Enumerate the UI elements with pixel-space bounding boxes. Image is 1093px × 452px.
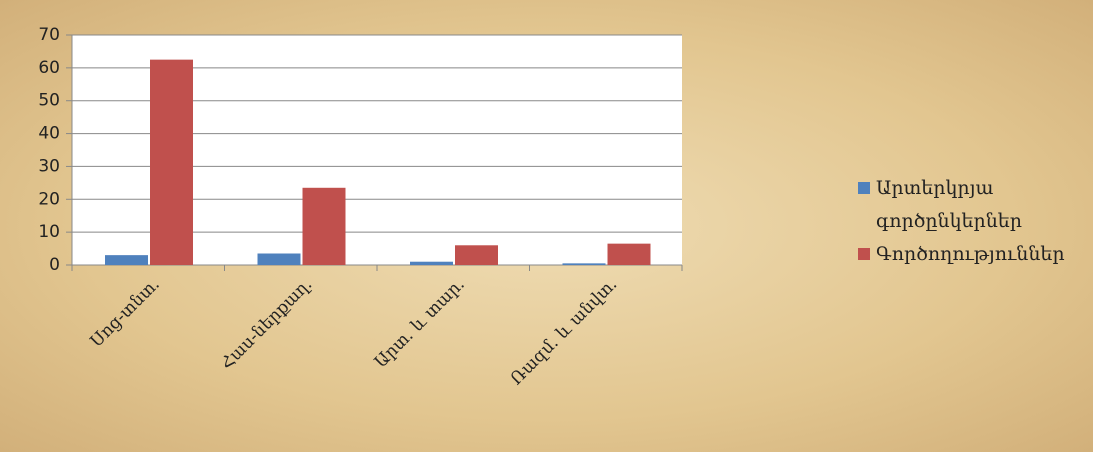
x-tick-label: Հաս-ներքաղ. <box>217 274 316 373</box>
legend-label: Արտերկրյա գործընկերներ <box>876 177 1022 232</box>
y-tick-label: 50 <box>38 91 60 111</box>
legend-item: Արտերկրյա գործընկերներ <box>858 172 1078 238</box>
bar <box>410 261 453 265</box>
x-tick-label: Սոց-տնտ. <box>87 274 164 351</box>
y-tick-label: 10 <box>38 222 60 242</box>
bar <box>257 253 301 265</box>
bar <box>302 187 346 265</box>
y-tick-label: 20 <box>38 189 60 209</box>
x-tick-label: Ռազմ. և անվտ. <box>507 274 622 389</box>
legend-swatch <box>858 182 870 194</box>
bar <box>105 255 148 265</box>
y-tick-label: 0 <box>49 255 60 275</box>
bar <box>562 263 606 265</box>
x-tick-label: Արտ. և տար. <box>371 274 469 372</box>
y-tick-label: 30 <box>38 156 60 176</box>
bar <box>150 59 193 266</box>
y-tick-label: 70 <box>38 25 60 45</box>
bar <box>455 245 498 265</box>
legend-swatch <box>858 248 870 260</box>
legend-item: Գործողություններ <box>858 238 1078 271</box>
legend-label: Գործողություններ <box>876 243 1065 265</box>
legend: Արտերկրյա գործընկերներ Գործողություններ <box>858 172 1078 271</box>
y-tick-label: 60 <box>38 58 60 78</box>
bar <box>607 243 651 265</box>
y-tick-label: 40 <box>38 124 60 144</box>
